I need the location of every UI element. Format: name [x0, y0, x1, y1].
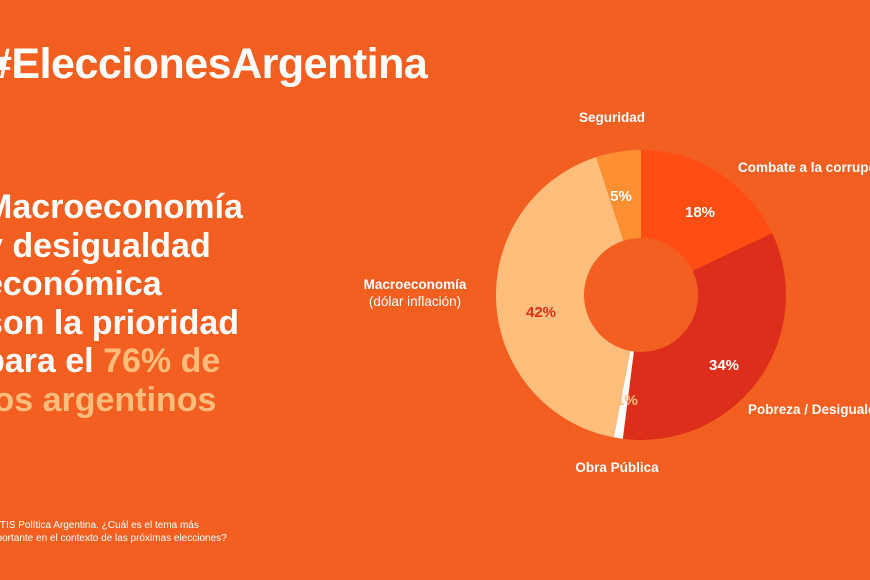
slice-category-label: Combate a la corrupción [738, 160, 870, 175]
headline-line: Macroeconomía [0, 188, 243, 226]
donut-slice [596, 150, 641, 241]
donut-slice [613, 350, 634, 439]
source-line: ANTIS Política Argentina. ¿Cuál es el te… [0, 520, 199, 531]
slice-value-label: 18% [685, 204, 715, 221]
slice-value-label: 5% [610, 188, 632, 205]
donut-slice [622, 233, 787, 440]
source-note: ANTIS Política Argentina. ¿Cuál es el te… [0, 519, 227, 545]
donut-slice [496, 157, 631, 438]
slice-value-label: 34% [709, 357, 739, 374]
headline-line: económica [0, 265, 162, 303]
twitter-bird-icon [0, 55, 8, 70]
headline-line: para el 76% de [0, 342, 243, 381]
slice-category-label: Macroeconomía (dólar inflación) [364, 277, 467, 309]
donut-slice [641, 150, 773, 271]
headline-line-text: para el [0, 342, 94, 380]
slice-value-label: 42% [526, 304, 556, 321]
headline-line: son la prioridad [0, 303, 240, 342]
hashtag-title: #EleccionesArgentina [0, 40, 428, 88]
headline-line: y desigualdad [0, 226, 211, 265]
headline-last-line: los argentinos [0, 380, 217, 419]
source-line: importante en el contexto de las próxima… [0, 533, 227, 544]
headline: Macroeconomía y desigualdad económica so… [0, 188, 243, 419]
slice-category-label: Pobreza / Desigualdad [748, 402, 870, 417]
slice-category-label: Seguridad [579, 110, 645, 125]
slice-value-label: 1% [616, 392, 638, 409]
slice-category-label: Obra Pública [575, 460, 659, 475]
headline-highlight: 76% de [103, 342, 221, 380]
